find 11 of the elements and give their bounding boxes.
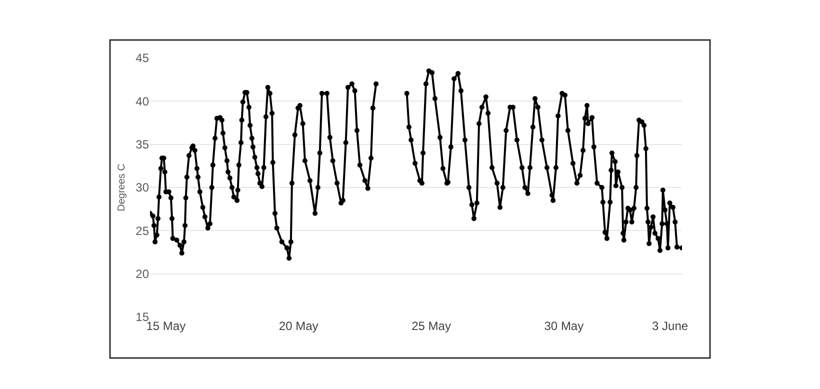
y-tick-label: 25 (136, 224, 150, 238)
x-tick-label: 30 May (544, 319, 584, 333)
x-tick-label: 25 May (412, 319, 451, 333)
y-tick-label: 40 (136, 94, 150, 108)
y-tick-label: 35 (136, 138, 150, 152)
x-tick-label: 3 June (652, 319, 688, 333)
y-tick-label: 30 (136, 180, 150, 195)
y-tick-label: 20 (136, 267, 150, 282)
x-tick-label: 20 May (278, 319, 318, 333)
y-axis-title: Degrees C (116, 164, 128, 212)
y-tick-label: 45 (136, 51, 150, 66)
